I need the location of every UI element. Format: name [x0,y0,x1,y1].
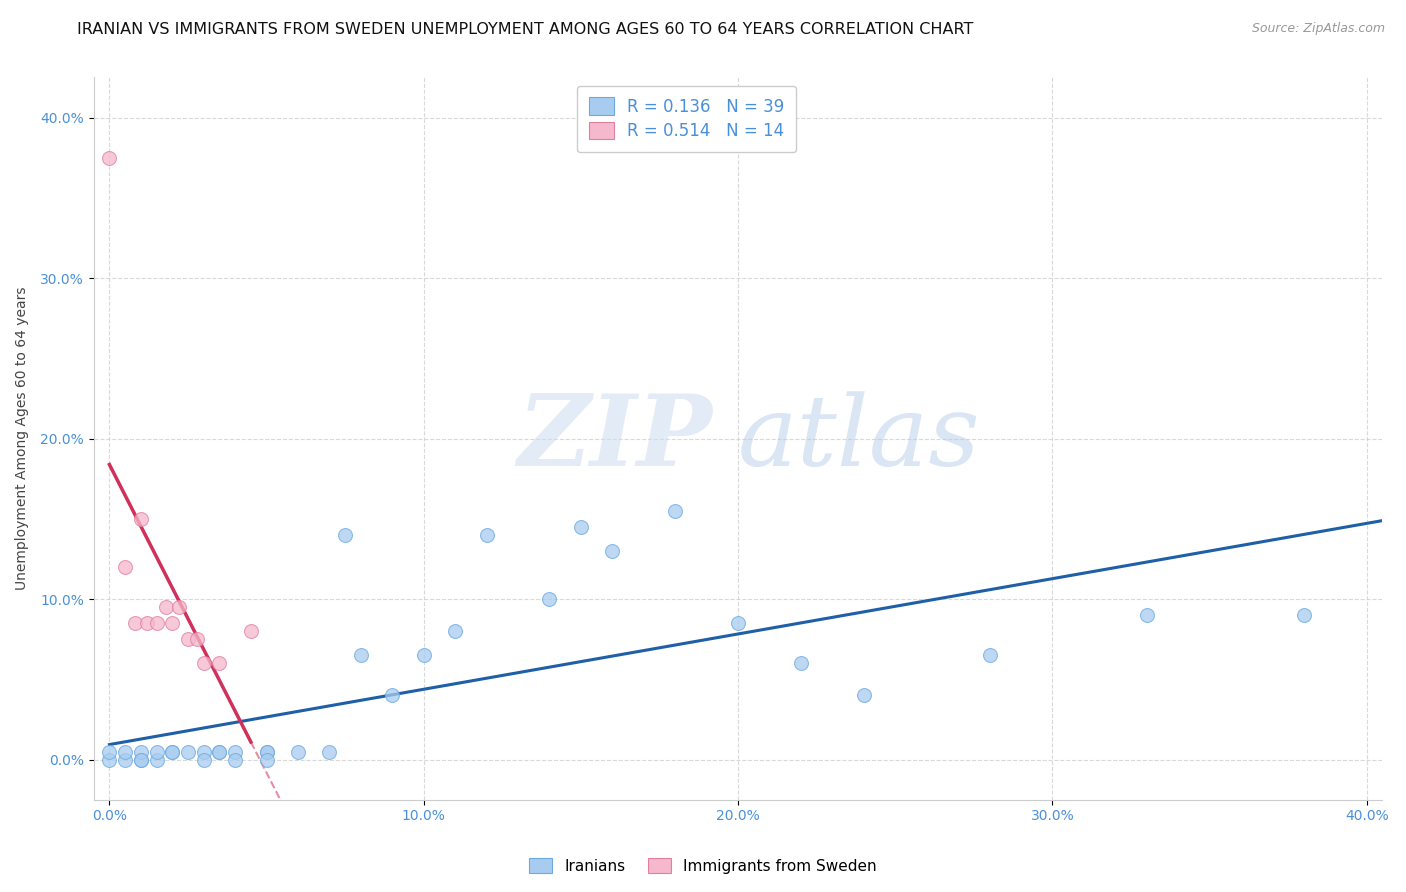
Text: ZIP: ZIP [517,391,713,487]
Point [208,657,231,671]
Point [790,657,813,671]
Point [727,616,749,631]
Point [177,745,200,759]
Point [114,560,136,574]
Point [129,512,152,526]
Text: IRANIAN VS IMMIGRANTS FROM SWEDEN UNEMPLOYMENT AMONG AGES 60 TO 64 YEARS CORRELA: IRANIAN VS IMMIGRANTS FROM SWEDEN UNEMPL… [77,22,974,37]
Text: atlas: atlas [738,391,981,486]
Point [145,753,167,767]
Point [129,753,152,767]
Point [852,689,875,703]
Point [287,745,309,759]
Point [162,745,184,759]
Point [145,745,167,759]
Point [412,648,434,663]
Point [155,600,177,615]
Point [129,745,152,759]
Legend: Iranians, Immigrants from Sweden: Iranians, Immigrants from Sweden [523,852,883,880]
Point [114,745,136,759]
Point [162,616,184,631]
Point [1136,608,1159,623]
Point [664,504,686,518]
Point [350,648,373,663]
Point [256,753,278,767]
Point [193,657,215,671]
Point [602,544,624,558]
Point [145,616,167,631]
Point [979,648,1001,663]
Point [333,528,356,542]
Point [239,624,262,639]
Point [177,632,200,647]
Y-axis label: Unemployment Among Ages 60 to 64 years: Unemployment Among Ages 60 to 64 years [15,287,30,591]
Point [124,616,146,631]
Point [318,745,340,759]
Point [98,151,121,165]
Point [256,745,278,759]
Point [256,745,278,759]
Point [1292,608,1315,623]
Point [136,616,159,631]
Point [193,753,215,767]
Point [193,745,215,759]
Point [208,745,231,759]
Point [129,753,152,767]
Point [208,745,231,759]
Point [381,689,404,703]
Point [114,753,136,767]
Point [538,592,561,607]
Point [98,753,121,767]
Point [224,745,246,759]
Point [444,624,467,639]
Legend: R = 0.136   N = 39, R = 0.514   N = 14: R = 0.136 N = 39, R = 0.514 N = 14 [576,86,796,153]
Point [569,520,592,534]
Point [475,528,498,542]
Point [167,600,190,615]
Point [186,632,208,647]
Point [98,745,121,759]
Point [162,745,184,759]
Text: Source: ZipAtlas.com: Source: ZipAtlas.com [1251,22,1385,36]
Point [224,753,246,767]
